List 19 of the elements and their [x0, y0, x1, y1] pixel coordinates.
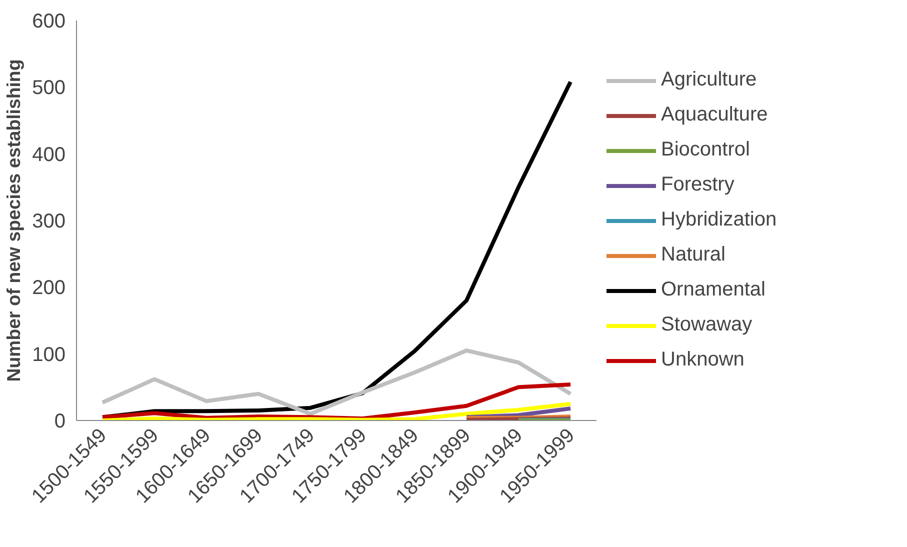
y-tick-label: 500: [32, 77, 66, 100]
line-series: [100, 402, 572, 420]
y-tick-label: 100: [32, 344, 66, 366]
y-tick-label: 0: [54, 410, 66, 432]
line-series: [100, 348, 572, 416]
legend-label: Hybridization: [661, 208, 777, 232]
y-tick-label: 300: [32, 210, 66, 232]
legend-label: Biocontrol: [661, 138, 750, 162]
legend-label: Unknown: [661, 348, 744, 372]
legend-label: Ornamental: [661, 278, 766, 302]
y-tick-label: 200: [32, 277, 66, 300]
legend-label: Stowaway: [661, 314, 752, 336]
y-tick-label: 400: [32, 144, 66, 166]
legend-label: Agriculture: [661, 68, 757, 92]
y-tick-label: 600: [32, 10, 66, 32]
legend-label: Aquaculture: [661, 104, 768, 126]
legend-label: Forestry: [661, 174, 734, 196]
legend-label: Natural: [661, 244, 726, 266]
y-axis-title: Number of new species establishing: [3, 59, 24, 382]
